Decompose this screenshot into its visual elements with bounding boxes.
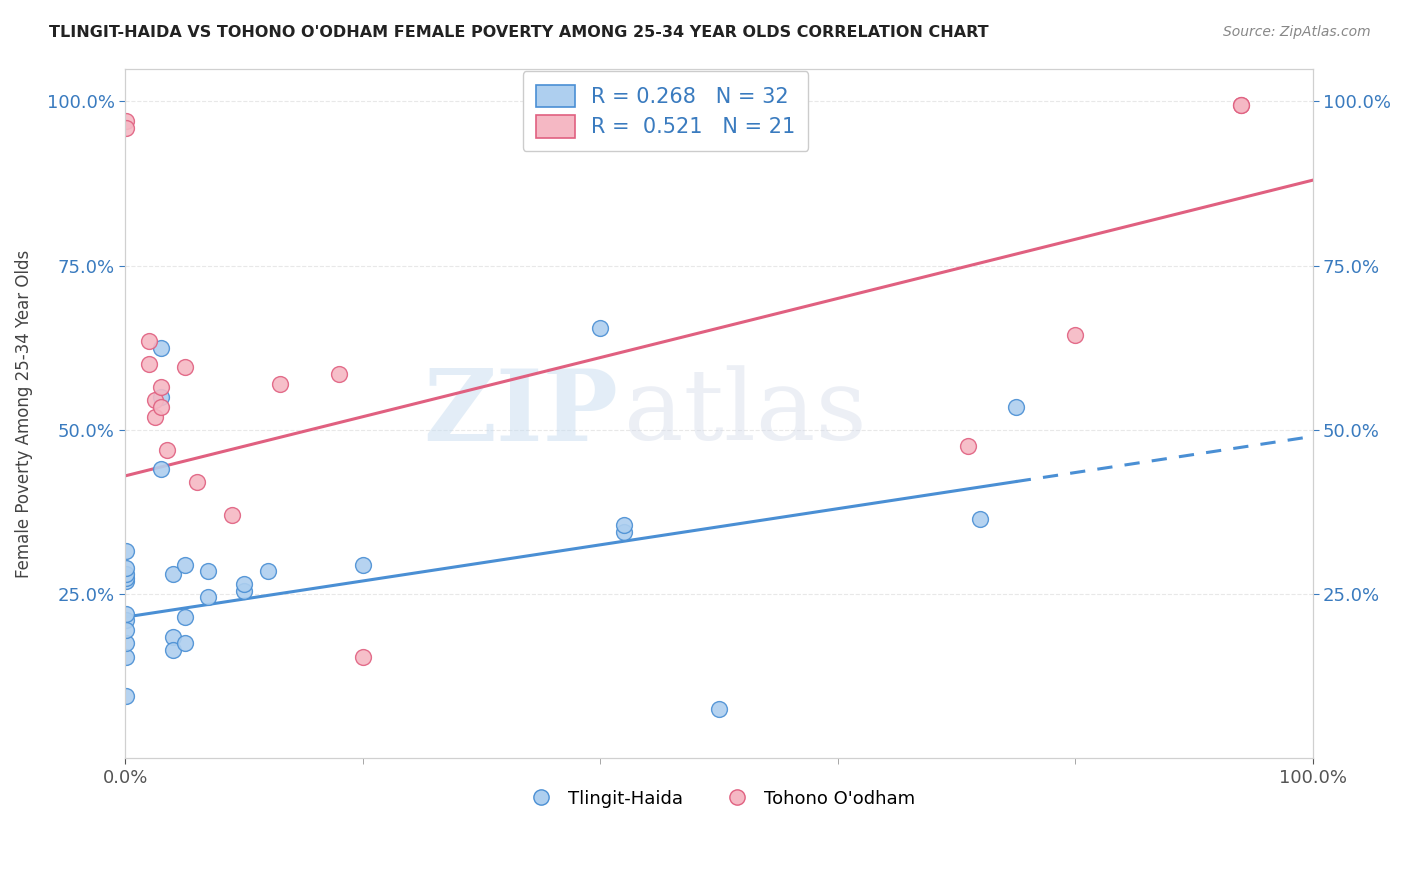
Text: ZIP: ZIP <box>423 365 619 462</box>
Point <box>957 439 980 453</box>
Point <box>1004 400 1026 414</box>
Point <box>149 380 172 394</box>
Point <box>707 702 730 716</box>
Point <box>115 636 138 650</box>
Point <box>173 558 195 572</box>
Point <box>613 518 636 533</box>
Point <box>115 689 138 703</box>
Point <box>115 567 138 582</box>
Text: TLINGIT-HAIDA VS TOHONO O'ODHAM FEMALE POVERTY AMONG 25-34 YEAR OLDS CORRELATION: TLINGIT-HAIDA VS TOHONO O'ODHAM FEMALE P… <box>49 25 988 40</box>
Point <box>233 577 256 591</box>
Point <box>233 583 256 598</box>
Point <box>115 624 138 638</box>
Point <box>256 564 278 578</box>
Point <box>221 508 243 523</box>
Y-axis label: Female Poverty Among 25-34 Year Olds: Female Poverty Among 25-34 Year Olds <box>15 249 32 577</box>
Point <box>115 574 138 588</box>
Point <box>115 649 138 664</box>
Point <box>173 610 195 624</box>
Point <box>115 571 138 585</box>
Point <box>197 591 219 605</box>
Point <box>173 636 195 650</box>
Point <box>186 475 208 490</box>
Point <box>328 367 350 381</box>
Point <box>143 393 166 408</box>
Point <box>1230 97 1253 112</box>
Point <box>589 321 612 335</box>
Point <box>115 607 138 621</box>
Point <box>149 400 172 414</box>
Point <box>352 649 374 664</box>
Point <box>115 120 138 135</box>
Point <box>149 390 172 404</box>
Point <box>173 360 195 375</box>
Point <box>115 544 138 558</box>
Point <box>156 442 179 457</box>
Point <box>149 462 172 476</box>
Point <box>115 114 138 128</box>
Point <box>613 524 636 539</box>
Point <box>1064 327 1087 342</box>
Point <box>115 613 138 627</box>
Text: Source: ZipAtlas.com: Source: ZipAtlas.com <box>1223 25 1371 39</box>
Point <box>969 511 991 525</box>
Point <box>352 558 374 572</box>
Point <box>162 630 184 644</box>
Point <box>138 357 160 371</box>
Legend: Tlingit-Haida, Tohono O'odham: Tlingit-Haida, Tohono O'odham <box>516 782 922 815</box>
Point <box>162 567 184 582</box>
Point <box>565 117 588 131</box>
Point <box>162 643 184 657</box>
Point <box>197 564 219 578</box>
Point <box>149 341 172 355</box>
Point <box>1230 97 1253 112</box>
Text: atlas: atlas <box>624 366 866 461</box>
Point <box>269 376 291 391</box>
Point <box>115 561 138 575</box>
Point <box>138 334 160 348</box>
Point <box>143 409 166 424</box>
